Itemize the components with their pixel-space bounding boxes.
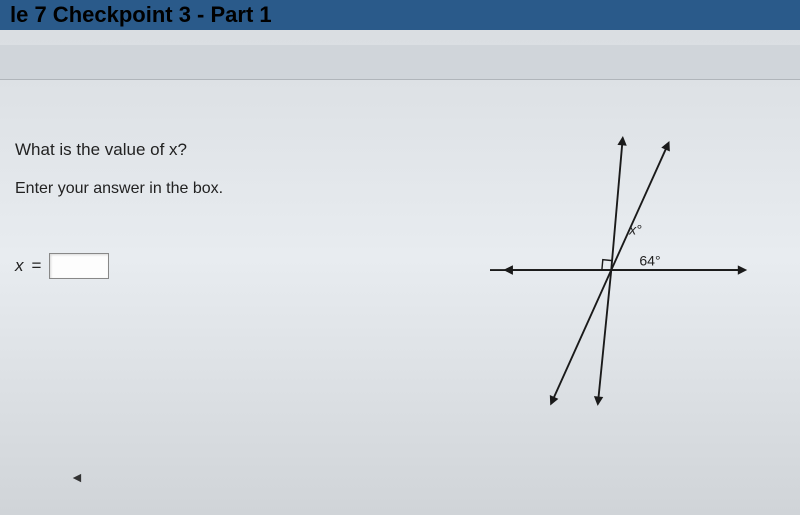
content-area: What is the value of x? Enter your answe… (0, 80, 800, 510)
angle-x-label: x° (628, 221, 642, 237)
diagram-svg: x° 64° (490, 120, 770, 420)
toolbar-strip (0, 45, 800, 80)
answer-input[interactable] (49, 253, 109, 279)
vertical-line-down (598, 270, 611, 401)
answer-variable-label: x (15, 256, 24, 276)
page-header: le 7 Checkpoint 3 - Part 1 (0, 0, 800, 30)
header-title: le 7 Checkpoint 3 - Part 1 (10, 2, 272, 27)
diagonal-line-down (552, 270, 611, 401)
question-prompt: What is the value of x? (15, 140, 335, 160)
angle-64-label: 64° (639, 252, 660, 268)
geometry-diagram: x° 64° (490, 120, 770, 420)
equals-sign: = (32, 256, 42, 276)
question-instruction: Enter your answer in the box. (15, 180, 335, 198)
back-arrow[interactable]: ◄ (70, 469, 84, 485)
question-block: What is the value of x? Enter your answe… (15, 140, 335, 279)
answer-row: x = (15, 253, 335, 279)
